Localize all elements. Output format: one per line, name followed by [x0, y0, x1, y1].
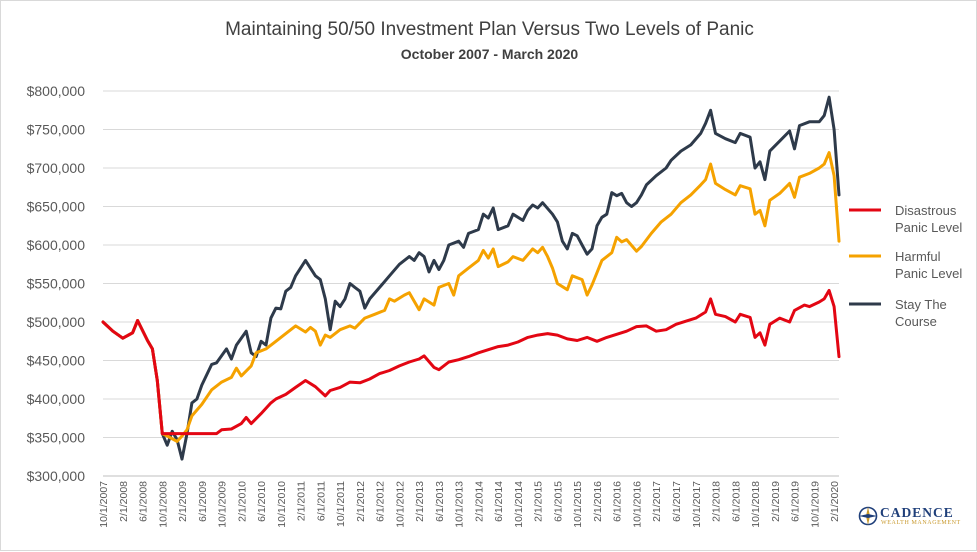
x-tick-label: 2/1/2017: [651, 481, 663, 522]
x-tick-label: 10/1/2012: [394, 481, 406, 528]
chart-title: Maintaining 50/50 Investment Plan Versus…: [225, 19, 754, 40]
gridlines: [103, 90, 839, 477]
legend-label: Course: [895, 314, 937, 329]
x-tick-label: 2/1/2019: [770, 481, 782, 522]
x-tick-label: 2/1/2010: [236, 481, 248, 522]
series-line: [101, 288, 841, 436]
logo-name: CADENCE: [880, 505, 954, 520]
x-tick-label: 10/1/2011: [335, 481, 347, 527]
x-tick-label: 6/1/2009: [197, 481, 209, 522]
y-tick-label: $550,000: [27, 276, 86, 292]
x-tick-label: 6/1/2016: [612, 481, 624, 522]
x-tick-label: 10/1/2018: [750, 481, 762, 528]
x-tick-label: 6/1/2015: [552, 481, 564, 522]
y-tick-label: $750,000: [27, 122, 86, 138]
x-tick-label: 10/1/2007: [98, 481, 110, 528]
x-tick-label: 10/1/2016: [631, 481, 643, 528]
y-tick-label: $500,000: [27, 314, 86, 330]
series-line: [101, 95, 841, 461]
x-tick-label: 6/1/2019: [790, 481, 802, 522]
x-tick-label: 6/1/2014: [493, 481, 505, 522]
legend-label: Disastrous: [895, 203, 957, 218]
x-tick-label: 10/1/2015: [572, 481, 584, 528]
x-tick-label: 6/1/2008: [138, 481, 150, 522]
legend-label: Stay The: [895, 297, 947, 312]
series-lines: [101, 95, 841, 461]
y-tick-label: $300,000: [27, 468, 86, 484]
x-tick-label: 10/1/2017: [691, 481, 703, 528]
x-tick-label: 2/1/2009: [177, 481, 189, 522]
y-tick-label: $650,000: [27, 199, 86, 215]
x-tick-label: 2/1/2011: [296, 481, 308, 521]
y-tick-label: $800,000: [27, 83, 86, 99]
x-tick-label: 2/1/2012: [355, 481, 367, 522]
x-tick-label: 10/1/2008: [157, 481, 169, 528]
x-tick-label: 2/1/2014: [473, 481, 485, 522]
x-tick-label: 6/1/2012: [375, 481, 387, 522]
x-tick-label: 2/1/2013: [414, 481, 426, 522]
legend-label: Panic Level: [895, 220, 962, 235]
legend: Disastrous Panic Level Harmful Panic Level S…: [849, 203, 962, 329]
x-tick-label: 6/1/2018: [730, 481, 742, 522]
legend-label: Panic Level: [895, 266, 962, 281]
x-tick-label: 10/1/2019: [809, 481, 821, 528]
x-tick-label: 2/1/2018: [711, 481, 723, 522]
y-tick-label: $600,000: [27, 237, 86, 253]
compass-logo-icon: [858, 506, 878, 526]
x-tick-label: 2/1/2015: [533, 481, 545, 522]
x-tick-label: 2/1/2008: [118, 481, 130, 522]
x-tick-label: 10/1/2010: [276, 481, 288, 528]
y-axis: $300,000 $350,000 $400,000 $450,000 $500,000…: [27, 83, 86, 484]
x-tick-label: 6/1/2010: [256, 481, 268, 522]
y-tick-label: $450,000: [27, 353, 86, 369]
x-tick-label: 10/1/2014: [513, 481, 525, 528]
x-tick-label: 10/1/2009: [217, 481, 229, 528]
x-axis: 10/1/2007 2/1/2008 6/1/2008 10/1/2008 2/1/20…: [98, 481, 841, 528]
x-tick-label: 10/1/2013: [454, 481, 466, 528]
legend-label: Harmful: [895, 249, 941, 264]
series-line: [101, 151, 841, 443]
y-tick-label: $350,000: [27, 430, 86, 446]
chart-subtitle: October 2007 - March 2020: [400, 46, 579, 62]
x-tick-label: 2/1/2016: [592, 481, 604, 522]
x-tick-label: 6/1/2011: [315, 481, 327, 521]
y-tick-label: $400,000: [27, 391, 86, 407]
x-tick-label: 2/1/2020: [829, 481, 841, 522]
y-tick-label: $700,000: [27, 160, 86, 176]
cadence-logo: CADENCE WEALTH MANAGEMENT: [858, 504, 961, 530]
x-tick-label: 6/1/2017: [671, 481, 683, 522]
logo-tagline: WEALTH MANAGEMENT: [881, 520, 961, 526]
x-tick-label: 6/1/2013: [434, 481, 446, 522]
